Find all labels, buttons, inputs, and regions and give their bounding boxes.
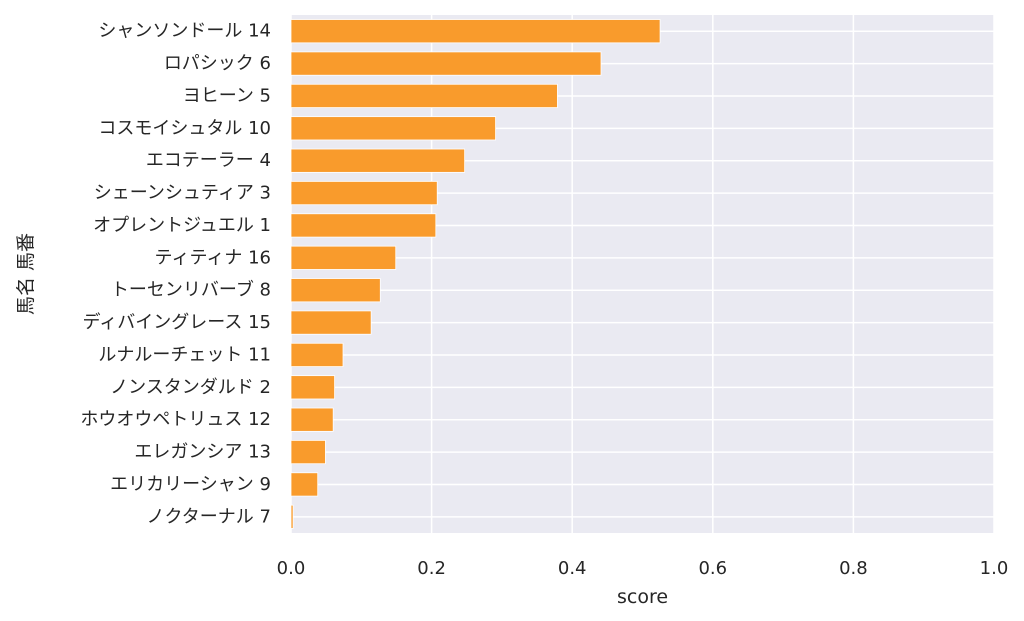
x-tick-label: 0.6	[698, 558, 727, 579]
bar	[290, 245, 397, 270]
y-tick-label: ディバイングレース 15	[83, 312, 271, 333]
x-tick-label: 1.0	[980, 558, 1009, 579]
y-tick-label: コスモイシュタル 10	[98, 118, 271, 139]
bar	[290, 148, 466, 173]
y-tick-label: オプレントジュエル 1	[93, 215, 271, 236]
bar	[290, 51, 602, 76]
y-tick-label: ノクターナル 7	[147, 506, 271, 527]
bar	[290, 310, 372, 335]
y-tick-label: ルナルーチェット 11	[98, 344, 271, 365]
bar	[290, 504, 294, 529]
y-tick-label: ティティナ 16	[155, 247, 271, 268]
bar	[290, 213, 437, 238]
y-tick-label: ヨヒーン 5	[183, 85, 271, 106]
bar	[290, 278, 381, 303]
y-tick-label: ロパシック 6	[164, 53, 271, 74]
y-tick-label: ホウオウペトリュス 12	[80, 409, 271, 430]
x-tick-label: 0.8	[839, 558, 868, 579]
y-tick-labels: シャンソンドール 14 ロパシック 6 ヨヒーン 5 コスモイシュタル 10 エコテーラ…	[80, 21, 271, 528]
bar	[290, 181, 438, 206]
y-tick-label: シェーンシュティア 3	[94, 183, 271, 204]
y-tick-label: エレガンシア 13	[134, 442, 271, 463]
bar	[290, 342, 344, 367]
y-tick-label: トーセンリバーブ 8	[111, 279, 271, 301]
x-axis-label: score	[617, 586, 668, 608]
y-tick-label: ノンスタンダルド 2	[110, 377, 271, 398]
bar	[290, 407, 334, 432]
bar	[290, 83, 558, 108]
x-tick-label: 0.0	[277, 558, 306, 579]
y-axis-label: 馬名 馬番	[15, 233, 37, 315]
bar	[290, 19, 661, 44]
y-tick-label: エリカリーシャン 9	[110, 474, 271, 495]
y-tick-label: シャンソンドール 14	[98, 21, 271, 42]
bars	[290, 19, 661, 529]
x-tick-label: 0.4	[558, 558, 587, 579]
bar	[290, 116, 496, 141]
x-tick-labels: 0.0 0.2 0.4 0.6 0.8 1.0	[277, 558, 1009, 579]
bar	[290, 375, 335, 400]
y-tick-label: エコテーラー 4	[146, 150, 271, 171]
x-tick-label: 0.2	[417, 558, 446, 579]
bar	[290, 472, 319, 497]
bar	[290, 440, 326, 465]
